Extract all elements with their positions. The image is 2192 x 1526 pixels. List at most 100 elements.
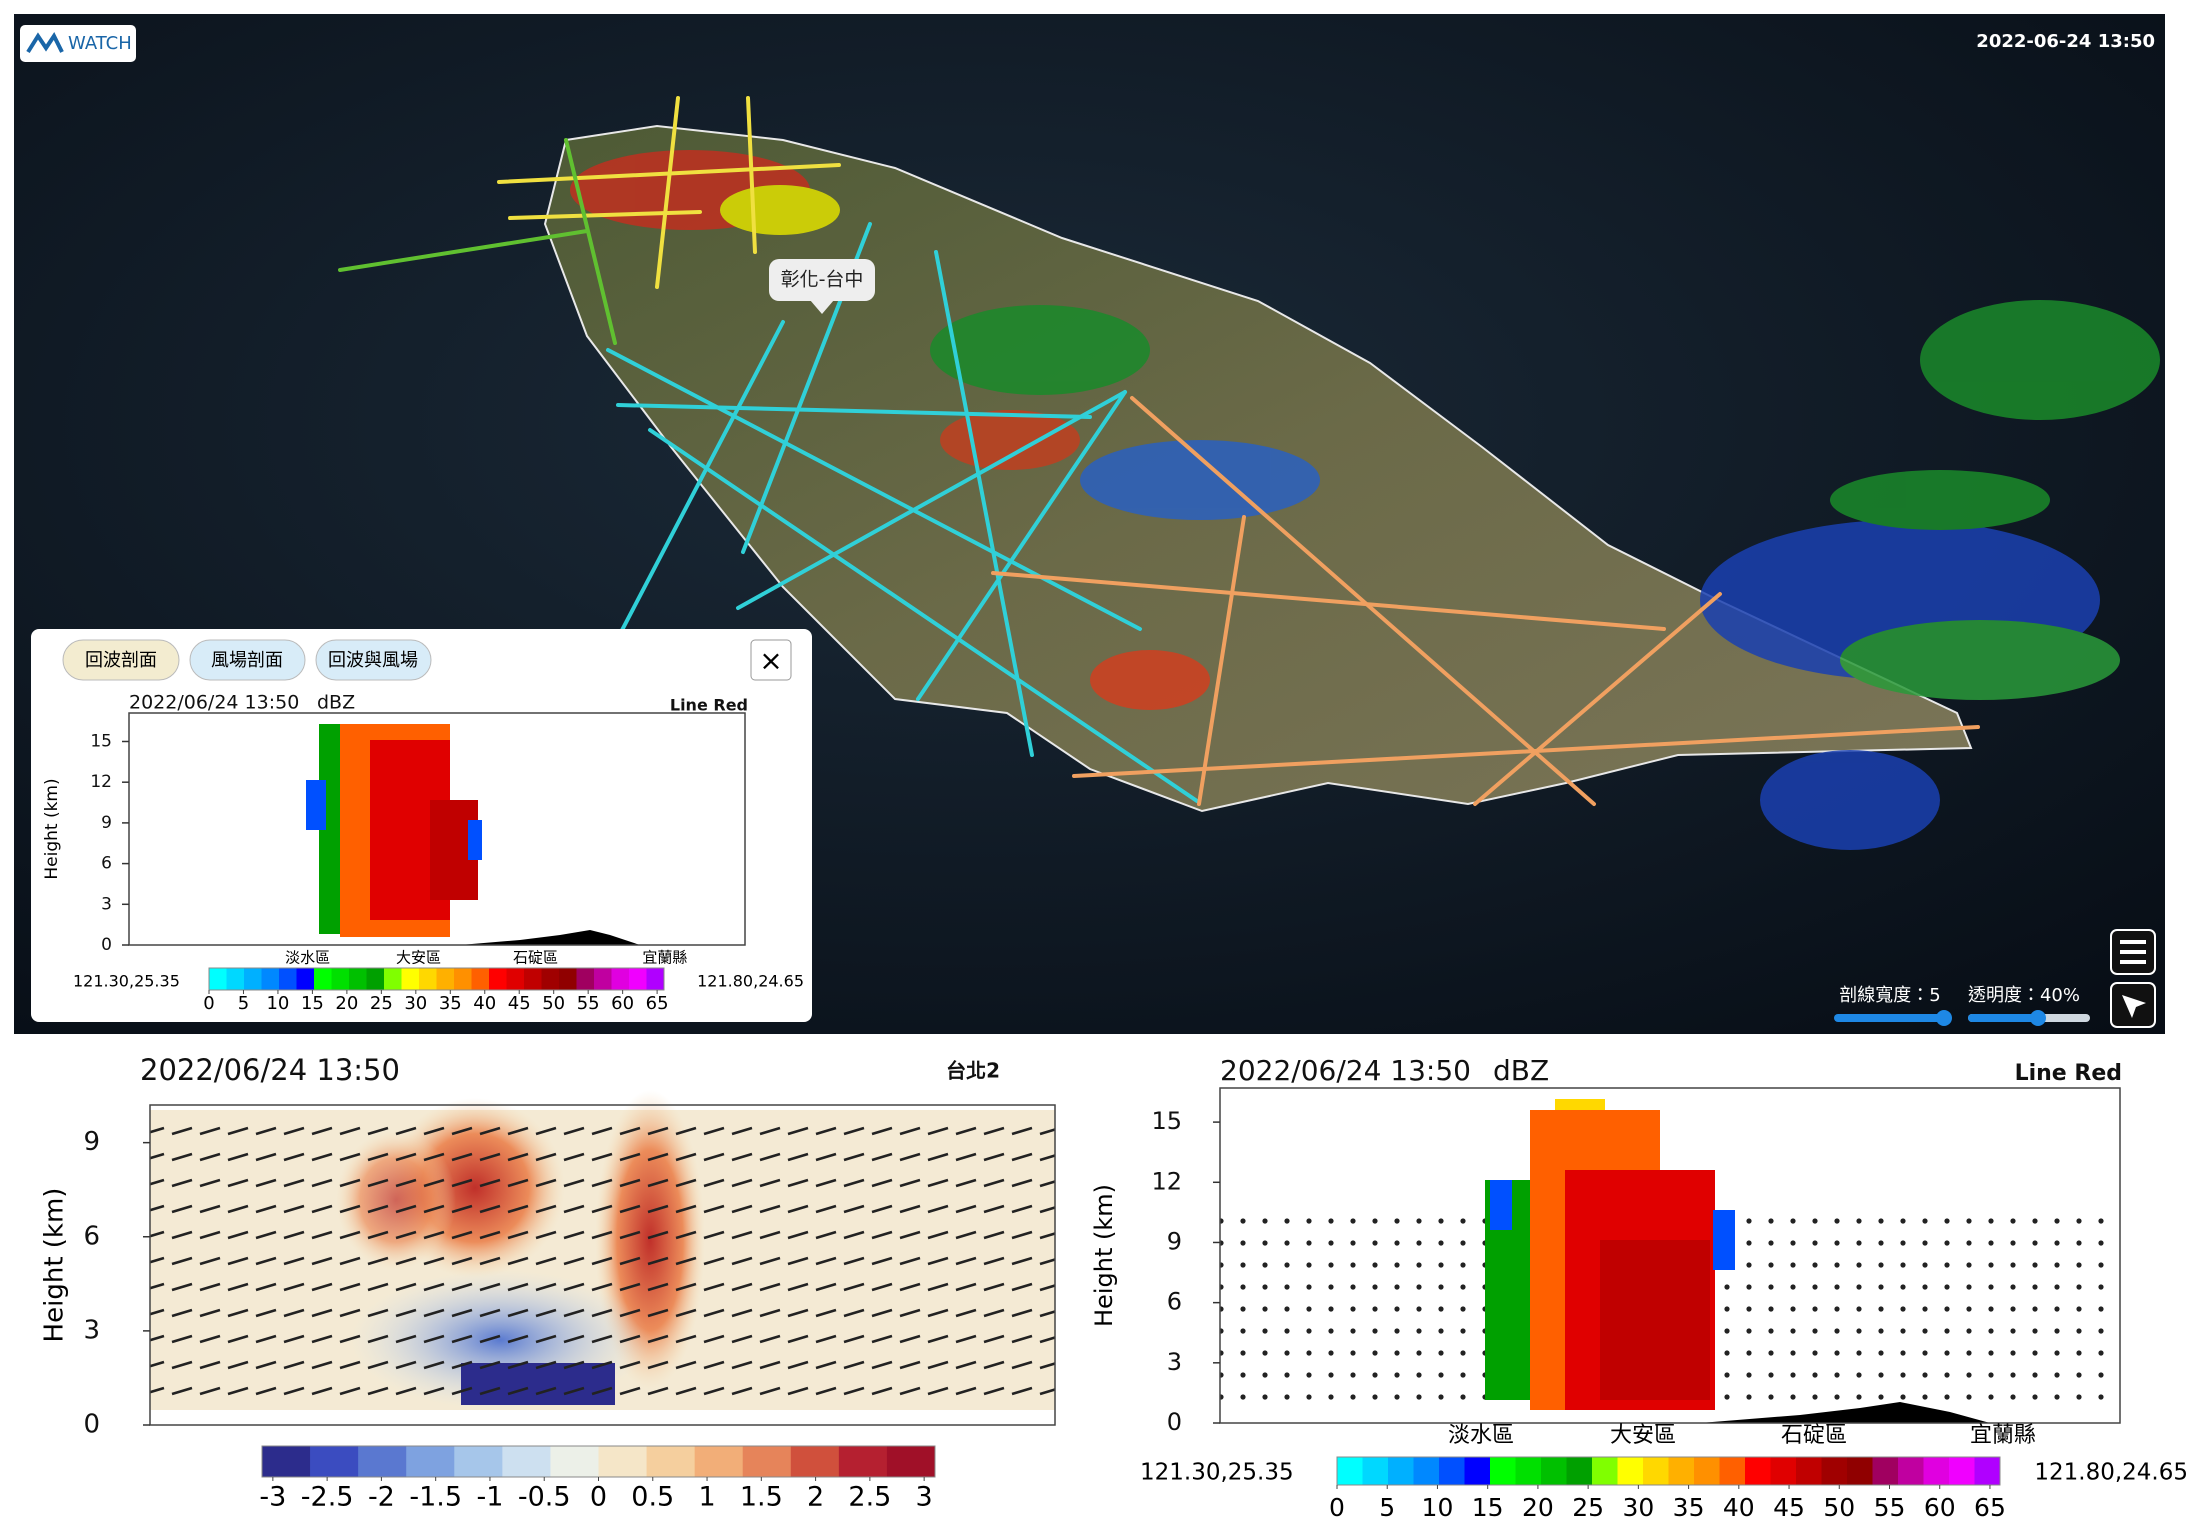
y-tick-label: 9: [83, 1127, 100, 1157]
place-label: 石碇區: [513, 949, 558, 967]
colorbar-cell: [262, 1446, 311, 1477]
colorbar-cell: [454, 968, 472, 990]
colorbar-cell: [839, 1446, 888, 1477]
chart-title: 2022/06/24 13:50: [140, 1053, 400, 1087]
colorbar-label: -3: [259, 1482, 286, 1513]
colorbar-label: 35: [1673, 1493, 1705, 1522]
line-label: Line Red: [670, 696, 748, 715]
colorbar-label: 60: [1924, 1493, 1956, 1522]
echo-wind-profile: [1220, 1099, 2120, 1423]
colorbar-cell: [612, 968, 630, 990]
tab-label[interactable]: 回波與風場: [328, 650, 418, 671]
colorbar-cell: [791, 1446, 840, 1477]
colorbar-label: 35: [439, 993, 462, 1014]
y-tick-label: 3: [101, 894, 112, 914]
colorbar-label: 0: [590, 1482, 607, 1513]
colorbar-cell: [1465, 1457, 1491, 1485]
colorbar-label: 55: [577, 993, 600, 1014]
colorbar-cell: [1592, 1457, 1618, 1485]
colorbar-cell: [358, 1446, 407, 1477]
colorbar-label: -2.5: [301, 1482, 354, 1513]
colorbar-label: 15: [301, 993, 324, 1014]
colorbar-cell: [695, 1446, 744, 1477]
colorbar-cell: [384, 968, 402, 990]
colorbar-cell: [507, 968, 525, 990]
colorbar-label: 0.5: [631, 1482, 674, 1513]
colorbar-label: 45: [508, 993, 531, 1014]
colorbar-label: 55: [1874, 1493, 1906, 1522]
colorbar-label: 20: [335, 993, 358, 1014]
colorbar-label: -1: [476, 1482, 503, 1513]
opacity-slider-fill: [1968, 1014, 2038, 1022]
colorbar-cell: [1745, 1457, 1771, 1485]
colorbar-cell: [577, 968, 595, 990]
colorbar-cell: [1490, 1457, 1516, 1485]
colorbar-label: 5: [238, 993, 249, 1014]
colorbar-cell: [559, 968, 577, 990]
axis-title: Height (km): [1090, 1184, 1118, 1327]
colorbar-label: 50: [542, 993, 565, 1014]
colorbar-cell: [594, 968, 612, 990]
place-label: 淡水區: [285, 949, 330, 967]
colorbar-cell: [472, 968, 490, 990]
colorbar-cell: [209, 968, 227, 990]
y-tick-label: 6: [1167, 1288, 1182, 1316]
screen: WATCH 2022-06-24 13:50 彰化-台中 剖線寬度：5 透明度：…: [0, 0, 2192, 1526]
colorbar-cell: [502, 1446, 551, 1477]
colorbar-cell: [1873, 1457, 1899, 1485]
colorbar-cell: [524, 968, 542, 990]
y-tick-label: 15: [1151, 1107, 1182, 1135]
colorbar-cell: [1541, 1457, 1567, 1485]
width-label: 剖線寬度：5: [1839, 985, 1940, 1006]
tab-label[interactable]: 回波剖面: [85, 650, 157, 671]
colorbar-cell: [743, 1446, 792, 1477]
vertical-velocity-field: [150, 1090, 1055, 1410]
width-slider-thumb[interactable]: [1936, 1010, 1952, 1026]
colorbar-label: 1: [698, 1482, 715, 1513]
colorbar-cell: [1720, 1457, 1746, 1485]
y-tick-label: 0: [1167, 1408, 1182, 1436]
colorbar-label: 25: [370, 993, 393, 1014]
colorbar-cell: [262, 968, 280, 990]
colorbar-label: 20: [1522, 1493, 1554, 1522]
chart-title: 2022/06/24 13:50: [129, 692, 299, 714]
timestamp: 2022-06-24 13:50: [1976, 31, 2155, 52]
map-view[interactable]: WATCH 2022-06-24 13:50 彰化-台中 剖線寬度：5 透明度：…: [14, 14, 2165, 1034]
colorbar-cell: [1949, 1457, 1975, 1485]
place-label: 宜蘭縣: [642, 949, 687, 967]
colorbar-label: 65: [646, 993, 669, 1014]
colorbar-cell: [1796, 1457, 1822, 1485]
tab-label[interactable]: 風場剖面: [211, 650, 283, 671]
colorbar-label: 0: [1329, 1493, 1345, 1522]
place-label: 大安區: [1610, 1423, 1676, 1448]
colorbar-cell: [1363, 1457, 1389, 1485]
colorbar-label: -2: [368, 1482, 395, 1513]
colorbar-cell: [1618, 1457, 1644, 1485]
place-label: 淡水區: [1448, 1423, 1514, 1448]
y-tick-label: 9: [1167, 1227, 1182, 1255]
colorbar-label: 2: [807, 1482, 824, 1513]
colorbar-cell: [1567, 1457, 1593, 1485]
y-tick-label: 0: [101, 935, 112, 955]
y-tick-label: 3: [1167, 1348, 1182, 1376]
colorbar-cell: [1975, 1457, 2001, 1485]
colorbar-label: 10: [266, 993, 289, 1014]
axis-title: Height (km): [40, 1188, 70, 1343]
colorbar-cell: [1439, 1457, 1465, 1485]
colorbar-label: 40: [473, 993, 496, 1014]
place-label: 石碇區: [1781, 1423, 1847, 1448]
colorbar-cell: [1898, 1457, 1924, 1485]
colorbar-cell: [406, 1446, 455, 1477]
close-icon[interactable]: ×: [759, 644, 782, 677]
opacity-slider-thumb[interactable]: [2030, 1010, 2046, 1026]
colorbar-label: -1.5: [409, 1482, 462, 1513]
colorbar-cell: [402, 968, 420, 990]
colorbar-label: 25: [1572, 1493, 1604, 1522]
colorbar-cell: [1414, 1457, 1440, 1485]
colorbar-cell: [1694, 1457, 1720, 1485]
width-slider[interactable]: [1834, 1014, 1946, 1022]
colorbar-label: 65: [1974, 1493, 2006, 1522]
y-tick-label: 12: [90, 772, 112, 792]
y-tick-label: 15: [90, 731, 112, 751]
line-label: Line Red: [2015, 1061, 2122, 1086]
